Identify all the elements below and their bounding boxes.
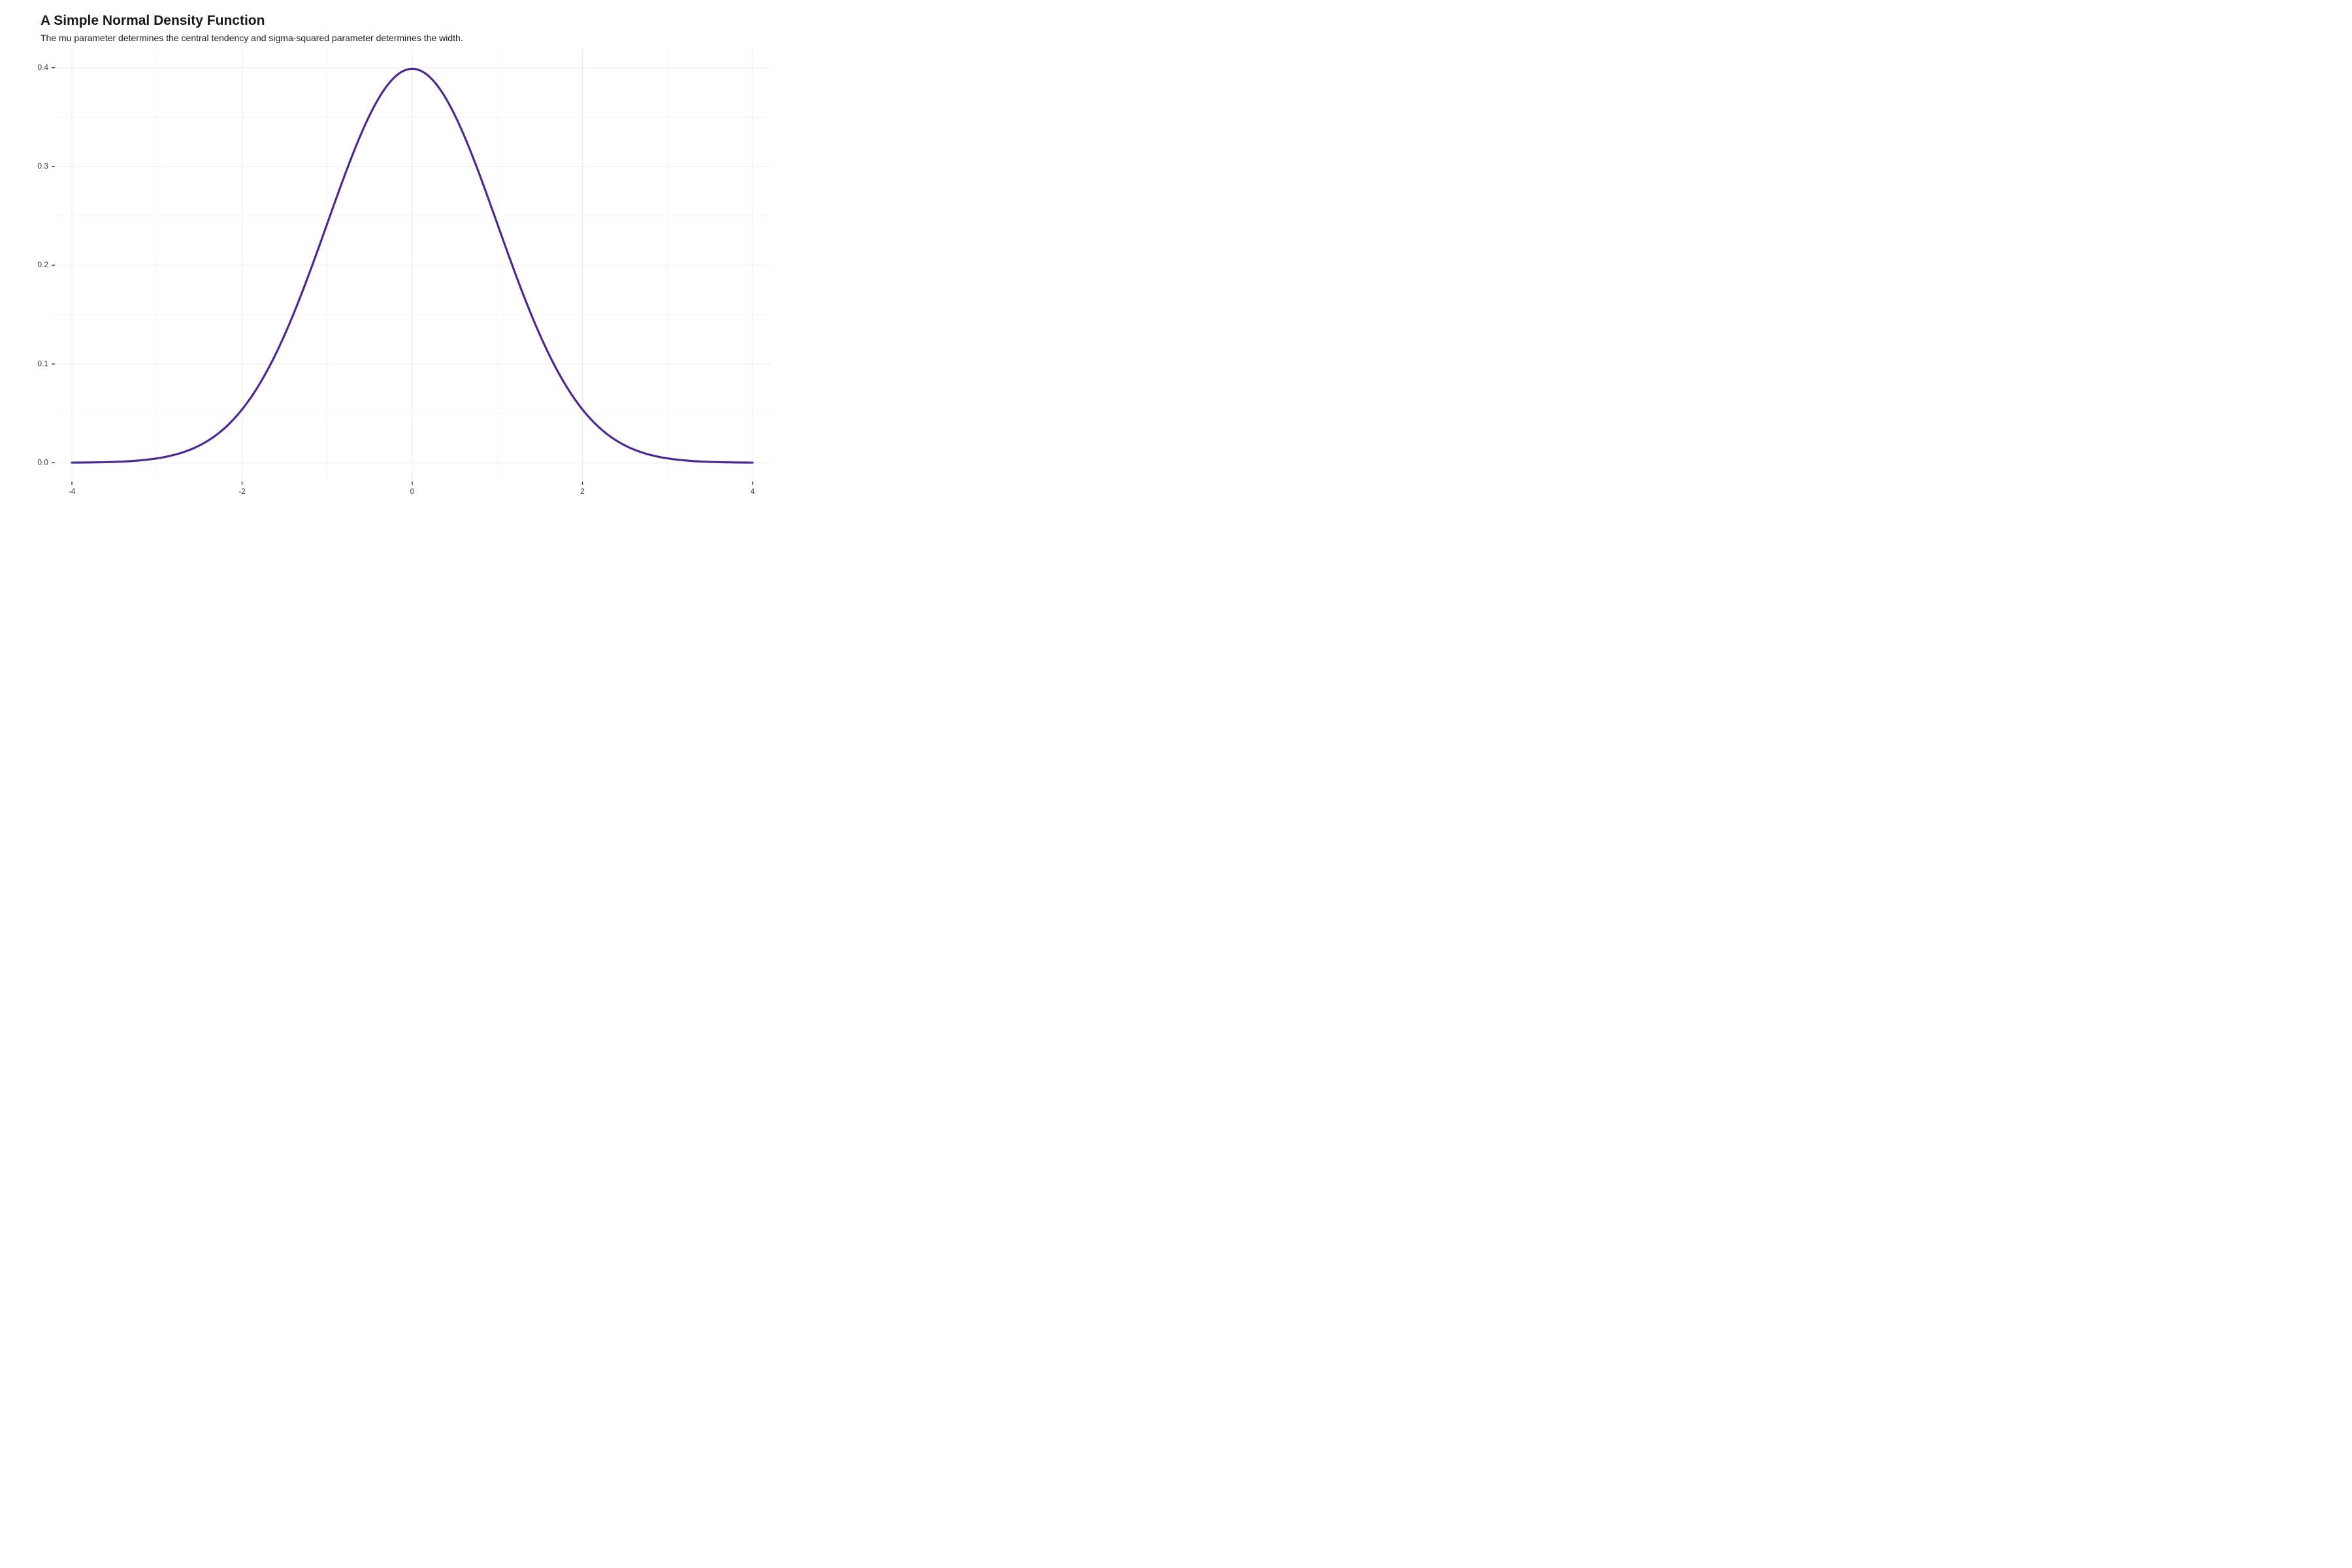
chart-svg: 0.0 0.1 0.2 0.3 0.4 -4 -2 0 2 4 (31, 48, 775, 500)
x-tick-label: -2 (238, 487, 246, 496)
x-tick-label: -4 (69, 487, 76, 496)
chart-subtitle: The mu parameter determines the central … (41, 33, 463, 43)
chart-container: A Simple Normal Density Function The mu … (0, 0, 784, 523)
y-tick-label: 0.1 (37, 359, 48, 368)
plot-area: 0.0 0.1 0.2 0.3 0.4 -4 -2 0 2 4 (31, 48, 775, 500)
x-tick-label: 4 (751, 487, 755, 496)
y-tick-label: 0.0 (37, 457, 48, 466)
y-tick-label: 0.3 (37, 161, 48, 171)
x-tick-label: 2 (580, 487, 585, 496)
y-tick-label: 0.2 (37, 260, 48, 269)
chart-title: A Simple Normal Density Function (41, 13, 265, 29)
y-tick-label: 0.4 (37, 63, 48, 72)
x-tick-label: 0 (410, 487, 415, 496)
